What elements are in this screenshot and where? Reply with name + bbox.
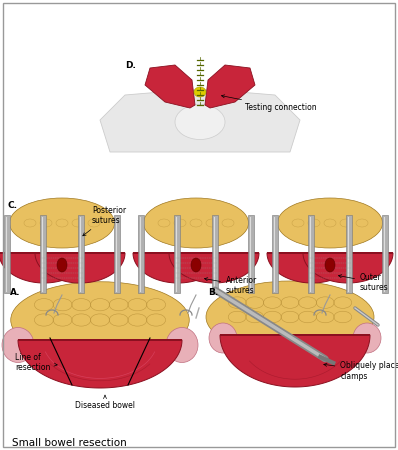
Ellipse shape <box>2 328 34 363</box>
Ellipse shape <box>10 198 115 248</box>
Ellipse shape <box>57 258 67 272</box>
Polygon shape <box>303 253 393 283</box>
Bar <box>308 215 314 293</box>
Polygon shape <box>267 253 357 283</box>
Polygon shape <box>18 340 182 388</box>
Text: A.: A. <box>10 288 21 297</box>
Ellipse shape <box>144 198 248 248</box>
Ellipse shape <box>206 281 374 353</box>
Bar <box>248 215 254 293</box>
Bar <box>40 215 46 293</box>
Ellipse shape <box>11 282 189 358</box>
Text: Posterior
sutures: Posterior sutures <box>83 206 126 236</box>
Bar <box>114 215 120 293</box>
Polygon shape <box>220 335 370 387</box>
Polygon shape <box>169 253 259 283</box>
Ellipse shape <box>209 323 237 353</box>
Bar <box>4 215 10 293</box>
Text: Outer
sutures: Outer sutures <box>338 273 388 292</box>
Text: B.: B. <box>208 288 218 297</box>
Polygon shape <box>205 65 255 108</box>
Polygon shape <box>145 65 195 108</box>
Bar <box>138 215 144 293</box>
Bar <box>346 215 352 293</box>
Ellipse shape <box>175 104 225 140</box>
Text: Testing connection: Testing connection <box>221 95 317 112</box>
Text: Obliquely placed
clamps: Obliquely placed clamps <box>324 361 398 381</box>
Ellipse shape <box>194 87 206 97</box>
Ellipse shape <box>166 328 198 363</box>
Ellipse shape <box>277 198 382 248</box>
Text: Line of
resection: Line of resection <box>15 353 57 372</box>
Ellipse shape <box>191 258 201 272</box>
Polygon shape <box>100 90 300 152</box>
Bar <box>382 215 388 293</box>
Text: Small bowel resection: Small bowel resection <box>12 438 127 448</box>
Text: C.: C. <box>8 201 18 210</box>
Polygon shape <box>133 253 223 283</box>
Ellipse shape <box>325 258 335 272</box>
Polygon shape <box>35 253 125 283</box>
Text: Anterior
sutures: Anterior sutures <box>205 275 257 295</box>
Text: D.: D. <box>125 61 136 70</box>
Text: Diseased bowel: Diseased bowel <box>75 395 135 410</box>
Bar <box>78 215 84 293</box>
Bar <box>212 215 218 293</box>
Bar <box>174 215 180 293</box>
Ellipse shape <box>353 323 381 353</box>
Polygon shape <box>0 253 89 283</box>
Bar <box>272 215 278 293</box>
